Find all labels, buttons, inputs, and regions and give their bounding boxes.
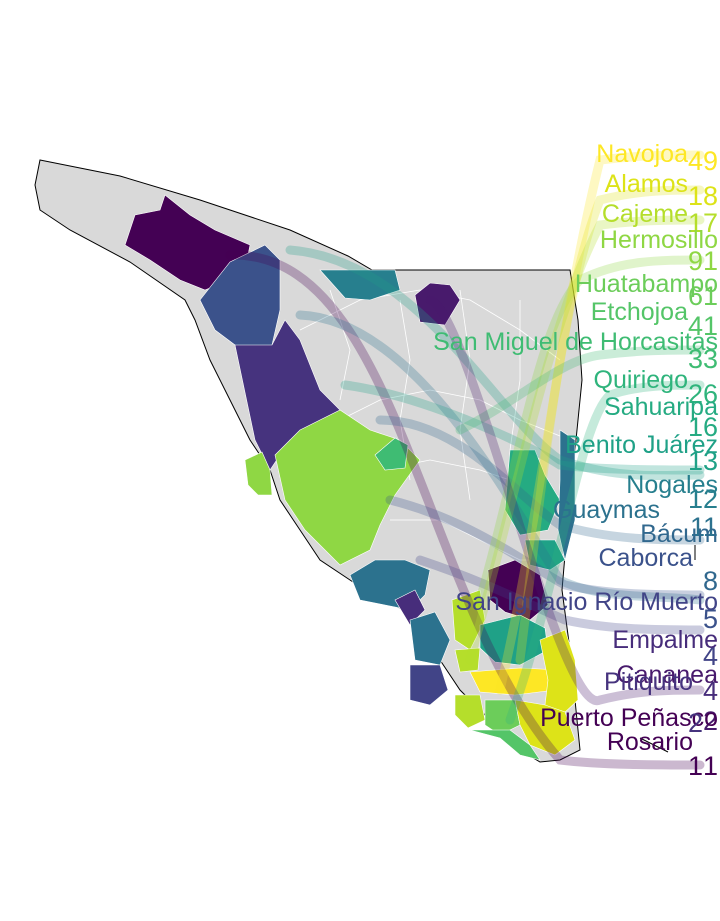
label-value-7: 26	[688, 379, 718, 409]
label-value-1: 18	[688, 181, 718, 211]
label-ticks	[639, 545, 696, 753]
label-name-14: San Ignacio Río Muerto	[455, 588, 718, 616]
label-value-10: 12	[688, 484, 718, 514]
region-sahuaripa	[504, 449, 561, 536]
region-puerto-penasco	[124, 194, 251, 291]
region-cananea	[414, 282, 461, 326]
label-name-3: Hermosillo	[600, 226, 718, 254]
region-benito	[524, 539, 566, 571]
label-name-19: Rosario	[607, 728, 693, 756]
region-empalme	[394, 589, 426, 626]
label-value-18: 1	[703, 751, 718, 781]
region-etchojoa	[454, 694, 486, 729]
label-value-15: 4	[703, 676, 718, 706]
label-name-15: Empalme	[612, 626, 718, 654]
label-name-8: Sahuaripa	[604, 393, 718, 421]
label-value-6: 33	[688, 344, 718, 374]
label-value-3: 91	[688, 246, 718, 276]
label-name-6: San Miguel de Horcasitas	[433, 328, 718, 356]
label-value-4: 61	[688, 281, 718, 311]
label-name-4: Huatabampo	[575, 270, 718, 298]
label-name-9: Benito Juárez	[565, 431, 718, 459]
label-value-17: 2	[688, 708, 703, 738]
label-value-12: 8	[703, 566, 718, 596]
label-value-9: 13	[688, 446, 718, 476]
label-value-13: 5	[703, 604, 718, 634]
region-tiburon	[244, 451, 273, 496]
label-value-8: 16	[688, 412, 718, 442]
label-value-5: 41	[688, 311, 718, 341]
region-caborca	[199, 244, 281, 361]
region-nogales-area	[319, 269, 401, 301]
label-value-19: 1	[688, 751, 703, 781]
region-southeast	[514, 699, 576, 756]
label-value-14: 4	[703, 641, 718, 671]
label-value-11: 11	[690, 512, 718, 542]
label-name-13: Caborca	[599, 544, 694, 572]
region-quiriego-east	[557, 429, 576, 561]
label-name-10: Nogales	[626, 471, 718, 499]
region-south-coast	[469, 729, 541, 761]
label-name-17: Pitiquito	[604, 668, 693, 696]
region-quiriego	[479, 614, 549, 666]
label-name-2: Cajeme	[602, 200, 688, 228]
label-name-18: Puerto Peñasco	[540, 704, 718, 732]
label-name-5: Etchojoa	[591, 298, 688, 326]
label-value-16: 2	[703, 706, 718, 736]
leader-curves	[225, 150, 705, 770]
label-name-16: Cananea	[617, 661, 719, 689]
region-bacum	[454, 647, 481, 673]
label-name-7: Quiriego	[594, 366, 689, 394]
region-rosario	[487, 559, 549, 621]
label-value-2: 17	[688, 208, 718, 238]
label-name-11: Guaymas	[553, 496, 660, 524]
label-name-12: Bácum	[640, 520, 718, 548]
label-name-1: Alamos	[605, 170, 688, 198]
region-guaymas-south	[409, 611, 451, 666]
municipality-regions	[124, 194, 579, 761]
region-san-ignacio	[409, 664, 449, 706]
region-alamos	[539, 629, 579, 716]
region-cajeme	[451, 589, 486, 651]
label-name-0: Navojoa	[596, 140, 688, 168]
region-san-miguel	[374, 437, 409, 471]
label-value-0: 49	[688, 146, 718, 176]
